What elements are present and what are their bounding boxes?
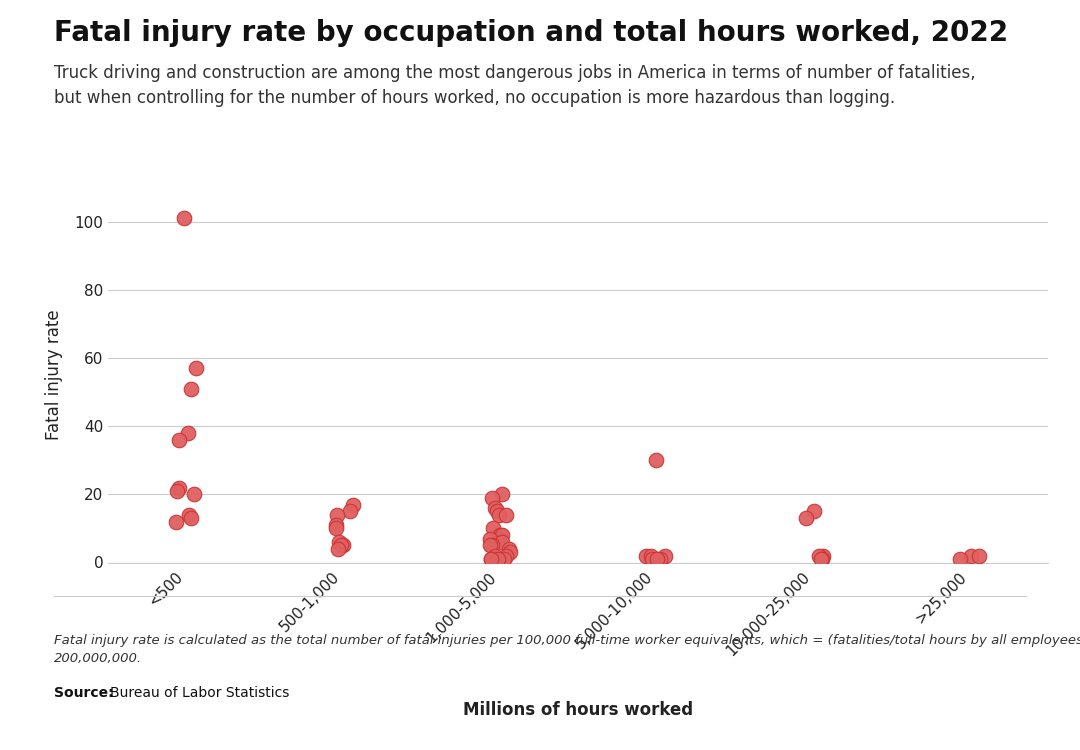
Point: [492, 530, 510, 542]
Point: [637, 550, 654, 562]
Point: [171, 433, 188, 445]
Point: [330, 536, 348, 548]
Text: Bureau of Labor Statistics: Bureau of Labor Statistics: [110, 686, 289, 700]
Text: Fatal injury rate by occupation and total hours worked, 2022: Fatal injury rate by occupation and tota…: [54, 19, 1008, 46]
Point: [805, 506, 822, 518]
Point: [482, 553, 499, 565]
Point: [186, 488, 203, 500]
Point: [810, 550, 827, 562]
Point: [648, 553, 665, 565]
Point: [183, 382, 200, 394]
Point: [814, 550, 832, 562]
Point: [188, 362, 205, 374]
Point: [497, 509, 514, 520]
Point: [490, 509, 508, 520]
Point: [333, 539, 350, 551]
Point: [483, 492, 500, 504]
Text: Source:: Source:: [54, 686, 119, 700]
Point: [341, 506, 359, 518]
Point: [345, 499, 362, 511]
Point: [484, 523, 501, 535]
Point: [644, 553, 661, 565]
Point: [486, 502, 503, 514]
Point: [483, 553, 500, 565]
Point: [651, 553, 669, 565]
Point: [489, 553, 507, 565]
Point: [813, 553, 831, 565]
Point: [643, 550, 660, 562]
Point: [951, 553, 969, 565]
Point: [494, 536, 511, 548]
Point: [183, 512, 200, 524]
Point: [487, 550, 504, 562]
Point: [498, 550, 515, 562]
Point: [335, 539, 352, 551]
Point: [962, 550, 980, 562]
Point: [488, 506, 505, 518]
Point: [797, 512, 814, 524]
Point: [482, 539, 499, 551]
Point: [329, 543, 347, 555]
Text: Truck driving and construction are among the most dangerous jobs in America in t: Truck driving and construction are among…: [54, 64, 975, 106]
Y-axis label: Fatal injury rate: Fatal injury rate: [45, 310, 63, 440]
Point: [657, 550, 674, 562]
Point: [495, 553, 512, 565]
Point: [501, 543, 518, 555]
Point: [491, 530, 509, 542]
Point: [180, 427, 198, 439]
X-axis label: Millions of hours worked: Millions of hours worked: [462, 700, 693, 718]
Point: [647, 454, 664, 466]
Point: [813, 553, 831, 565]
Point: [327, 523, 345, 535]
Text: Fatal injury rate is calculated as the total number of fatal injuries per 100,00: Fatal injury rate is calculated as the t…: [54, 634, 1080, 664]
Point: [501, 546, 518, 558]
Point: [481, 532, 498, 544]
Point: [327, 519, 345, 531]
Point: [484, 539, 501, 551]
Point: [328, 509, 346, 520]
Point: [168, 485, 186, 497]
Point: [494, 488, 511, 500]
Point: [171, 482, 188, 494]
Point: [180, 509, 198, 520]
Point: [167, 515, 185, 527]
Point: [175, 212, 192, 224]
Point: [970, 550, 987, 562]
